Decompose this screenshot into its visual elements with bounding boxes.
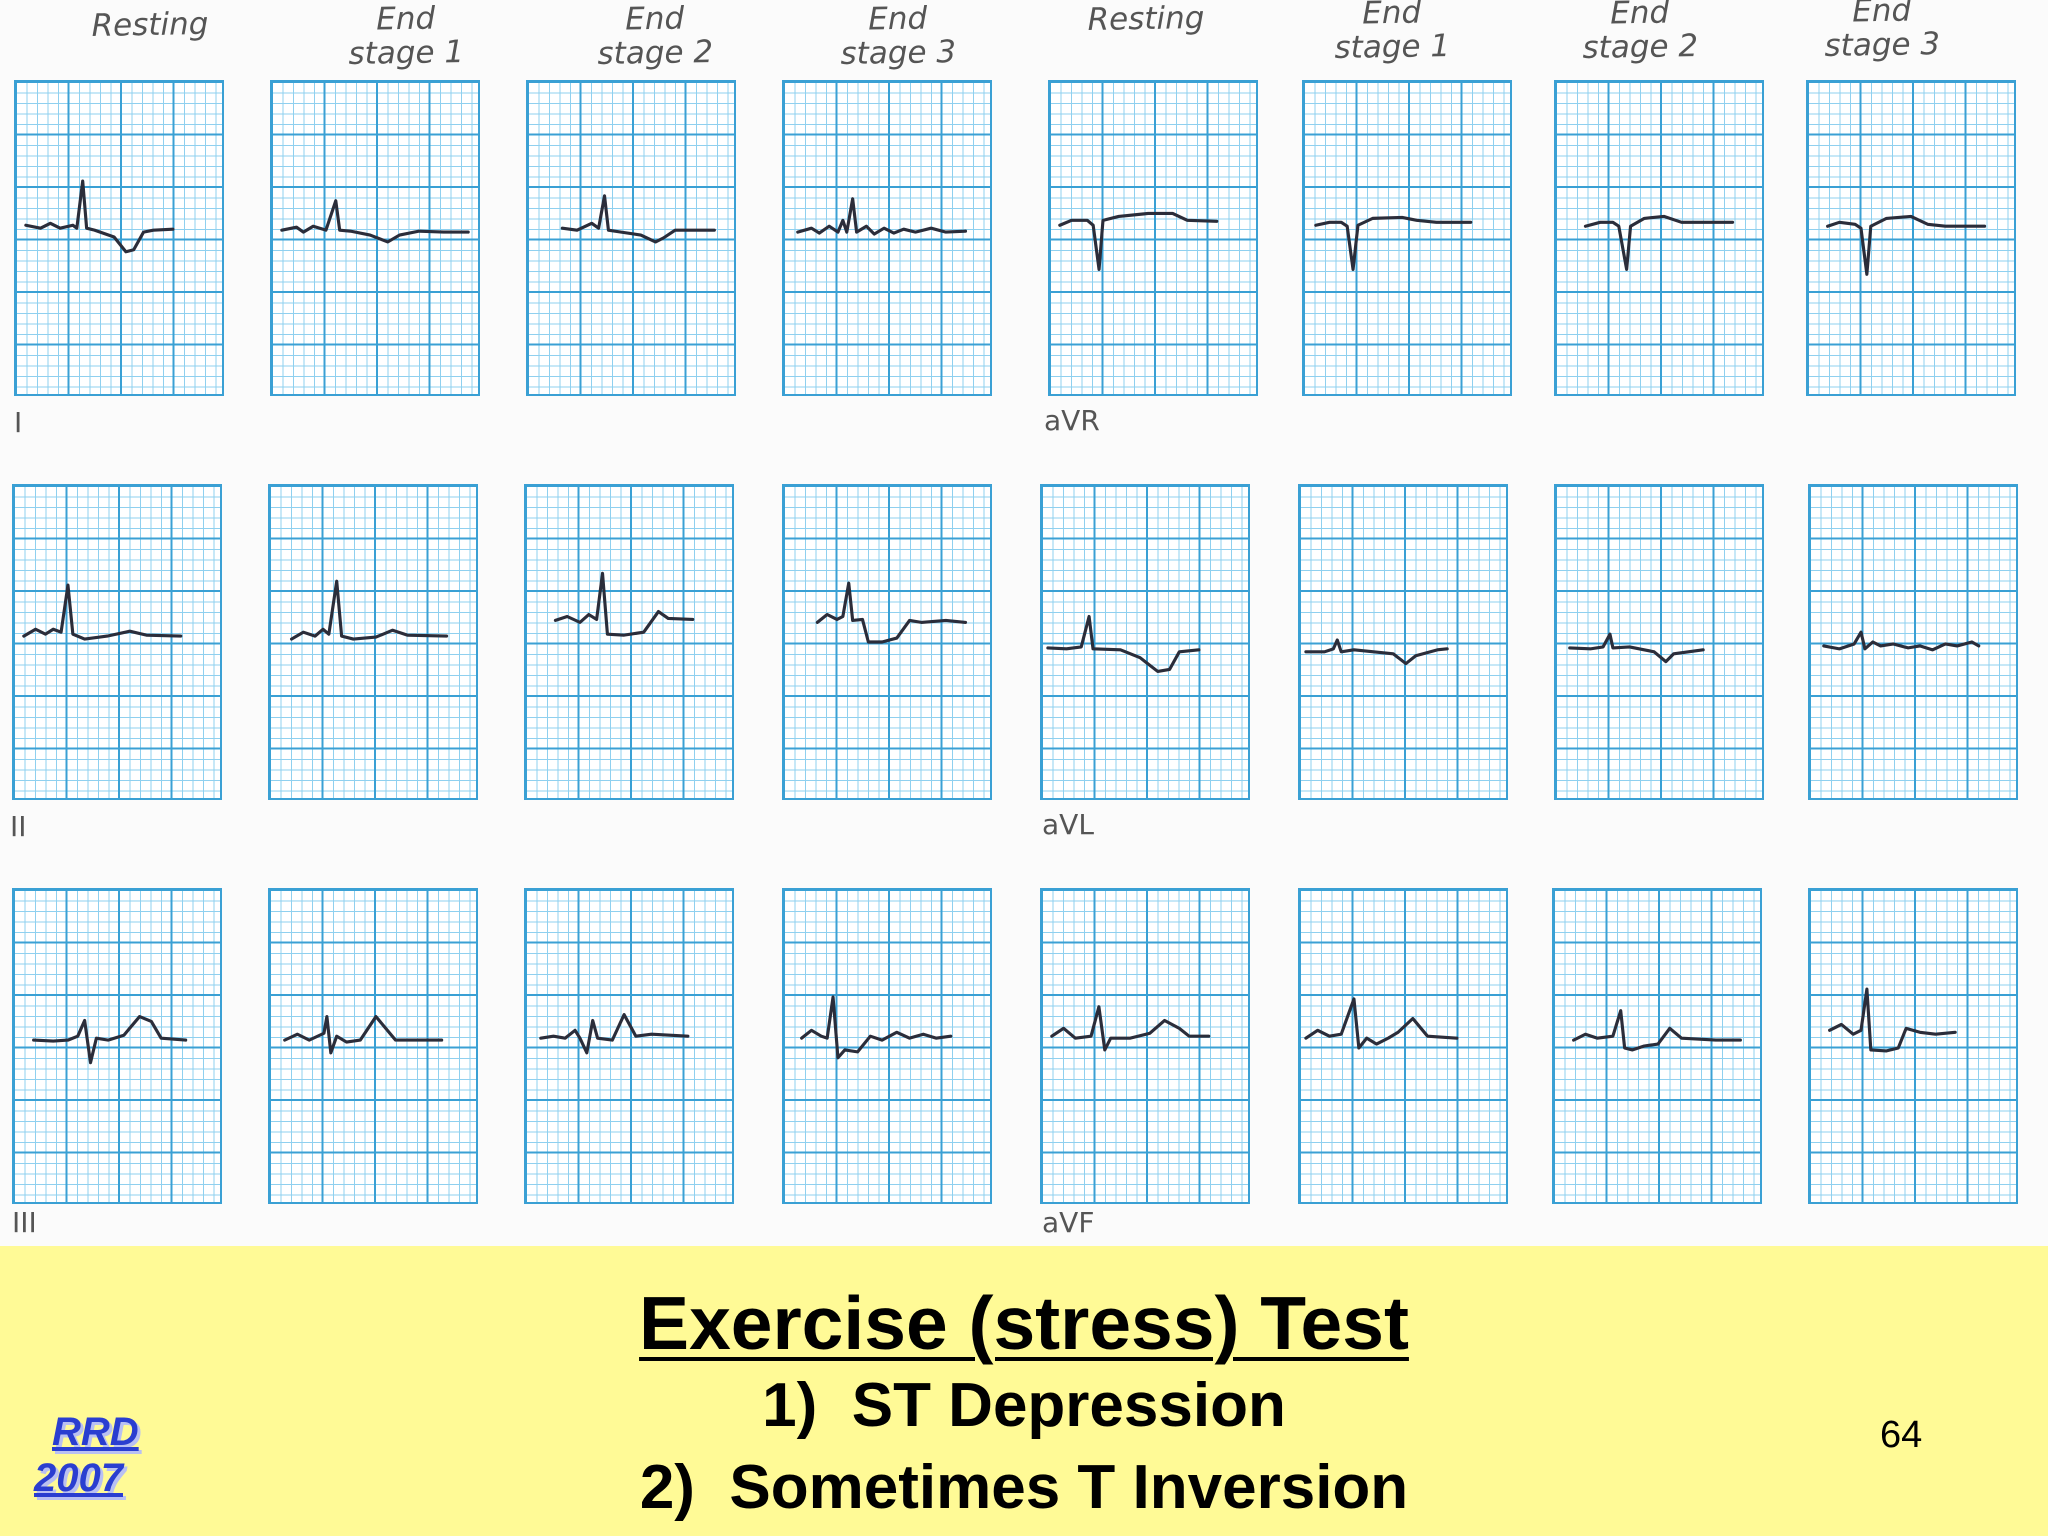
ecg-panel-lead-iii-stage1 [268,888,478,1204]
ecg-panel-lead-avl-stage3 [1808,484,2018,800]
ecg-panel-lead-i-resting [14,80,224,396]
slide-footer: Exercise (stress) Test 1) ST Depression … [0,1246,2048,1536]
bullet-point-st-depression: 1) ST Depression [762,1371,1286,1440]
column-header-stage3-right: End stage 3 [1824,0,1941,65]
lead-label-i: I [14,406,23,439]
ecg-panel-lead-ii-stage2 [524,484,734,800]
ecg-panel-lead-avr-stage2 [1554,80,1764,396]
column-header-stage2-right: End stage 2 [1582,0,1699,67]
ecg-panel-lead-avr-stage3 [1806,80,2016,396]
ecg-panel-lead-iii-resting [12,888,222,1204]
column-header-stage1-left: End stage 1 [348,0,465,73]
lead-label-avl: aVL [1042,808,1094,841]
ecg-panel-lead-i-stage2 [526,80,736,396]
lead-label-iii: III [12,1206,37,1239]
ecg-panel-lead-ii-resting [12,484,222,800]
ecg-panel-lead-avl-stage2 [1554,484,1764,800]
ecg-panel-lead-avf-stage1 [1298,888,1508,1204]
lead-label-avr: aVR [1044,404,1100,437]
column-header-stage1-right: End stage 1 [1334,0,1451,67]
ecg-panel-lead-avl-resting [1040,484,1250,800]
ecg-panel-lead-ii-stage3 [782,484,992,800]
logo-rrd: RRD [52,1410,139,1454]
ecg-panel-lead-avf-resting [1040,888,1250,1204]
column-header-stage2-left: End stage 2 [597,0,714,73]
ecg-figure: Resting End stage 1 End stage 2 End stage 3… [10,0,2018,1239]
ecg-panel-lead-avr-resting [1048,80,1258,396]
ecg-panel-lead-iii-stage2 [524,888,734,1204]
column-header-resting-right: Resting [1087,0,1205,39]
ecg-panel-lead-avl-stage1 [1298,484,1508,800]
lead-label-ii: II [10,810,27,843]
column-header-stage3-left: End stage 3 [840,0,957,73]
logo-year: 2007 [34,1456,123,1500]
ecg-panel-lead-avr-stage1 [1302,80,1512,396]
ecg-panel-lead-ii-stage1 [268,484,478,800]
ecg-panel-lead-avf-stage2 [1552,888,1762,1204]
page-number: 64 [1880,1414,1923,1456]
ecg-panel-lead-i-stage3 [782,80,992,396]
ecg-panel-lead-avf-stage3 [1808,888,2018,1204]
lead-label-avf: aVF [1042,1206,1095,1239]
bullet-point-t-inversion: 2) Sometimes T Inversion [639,1453,1409,1522]
ecg-panel-lead-i-stage1 [270,80,480,396]
slide-title: Exercise (stress) Test [639,1281,1409,1365]
ecg-panel-lead-iii-stage3 [782,888,992,1204]
column-header-resting-left: Resting [91,5,209,45]
